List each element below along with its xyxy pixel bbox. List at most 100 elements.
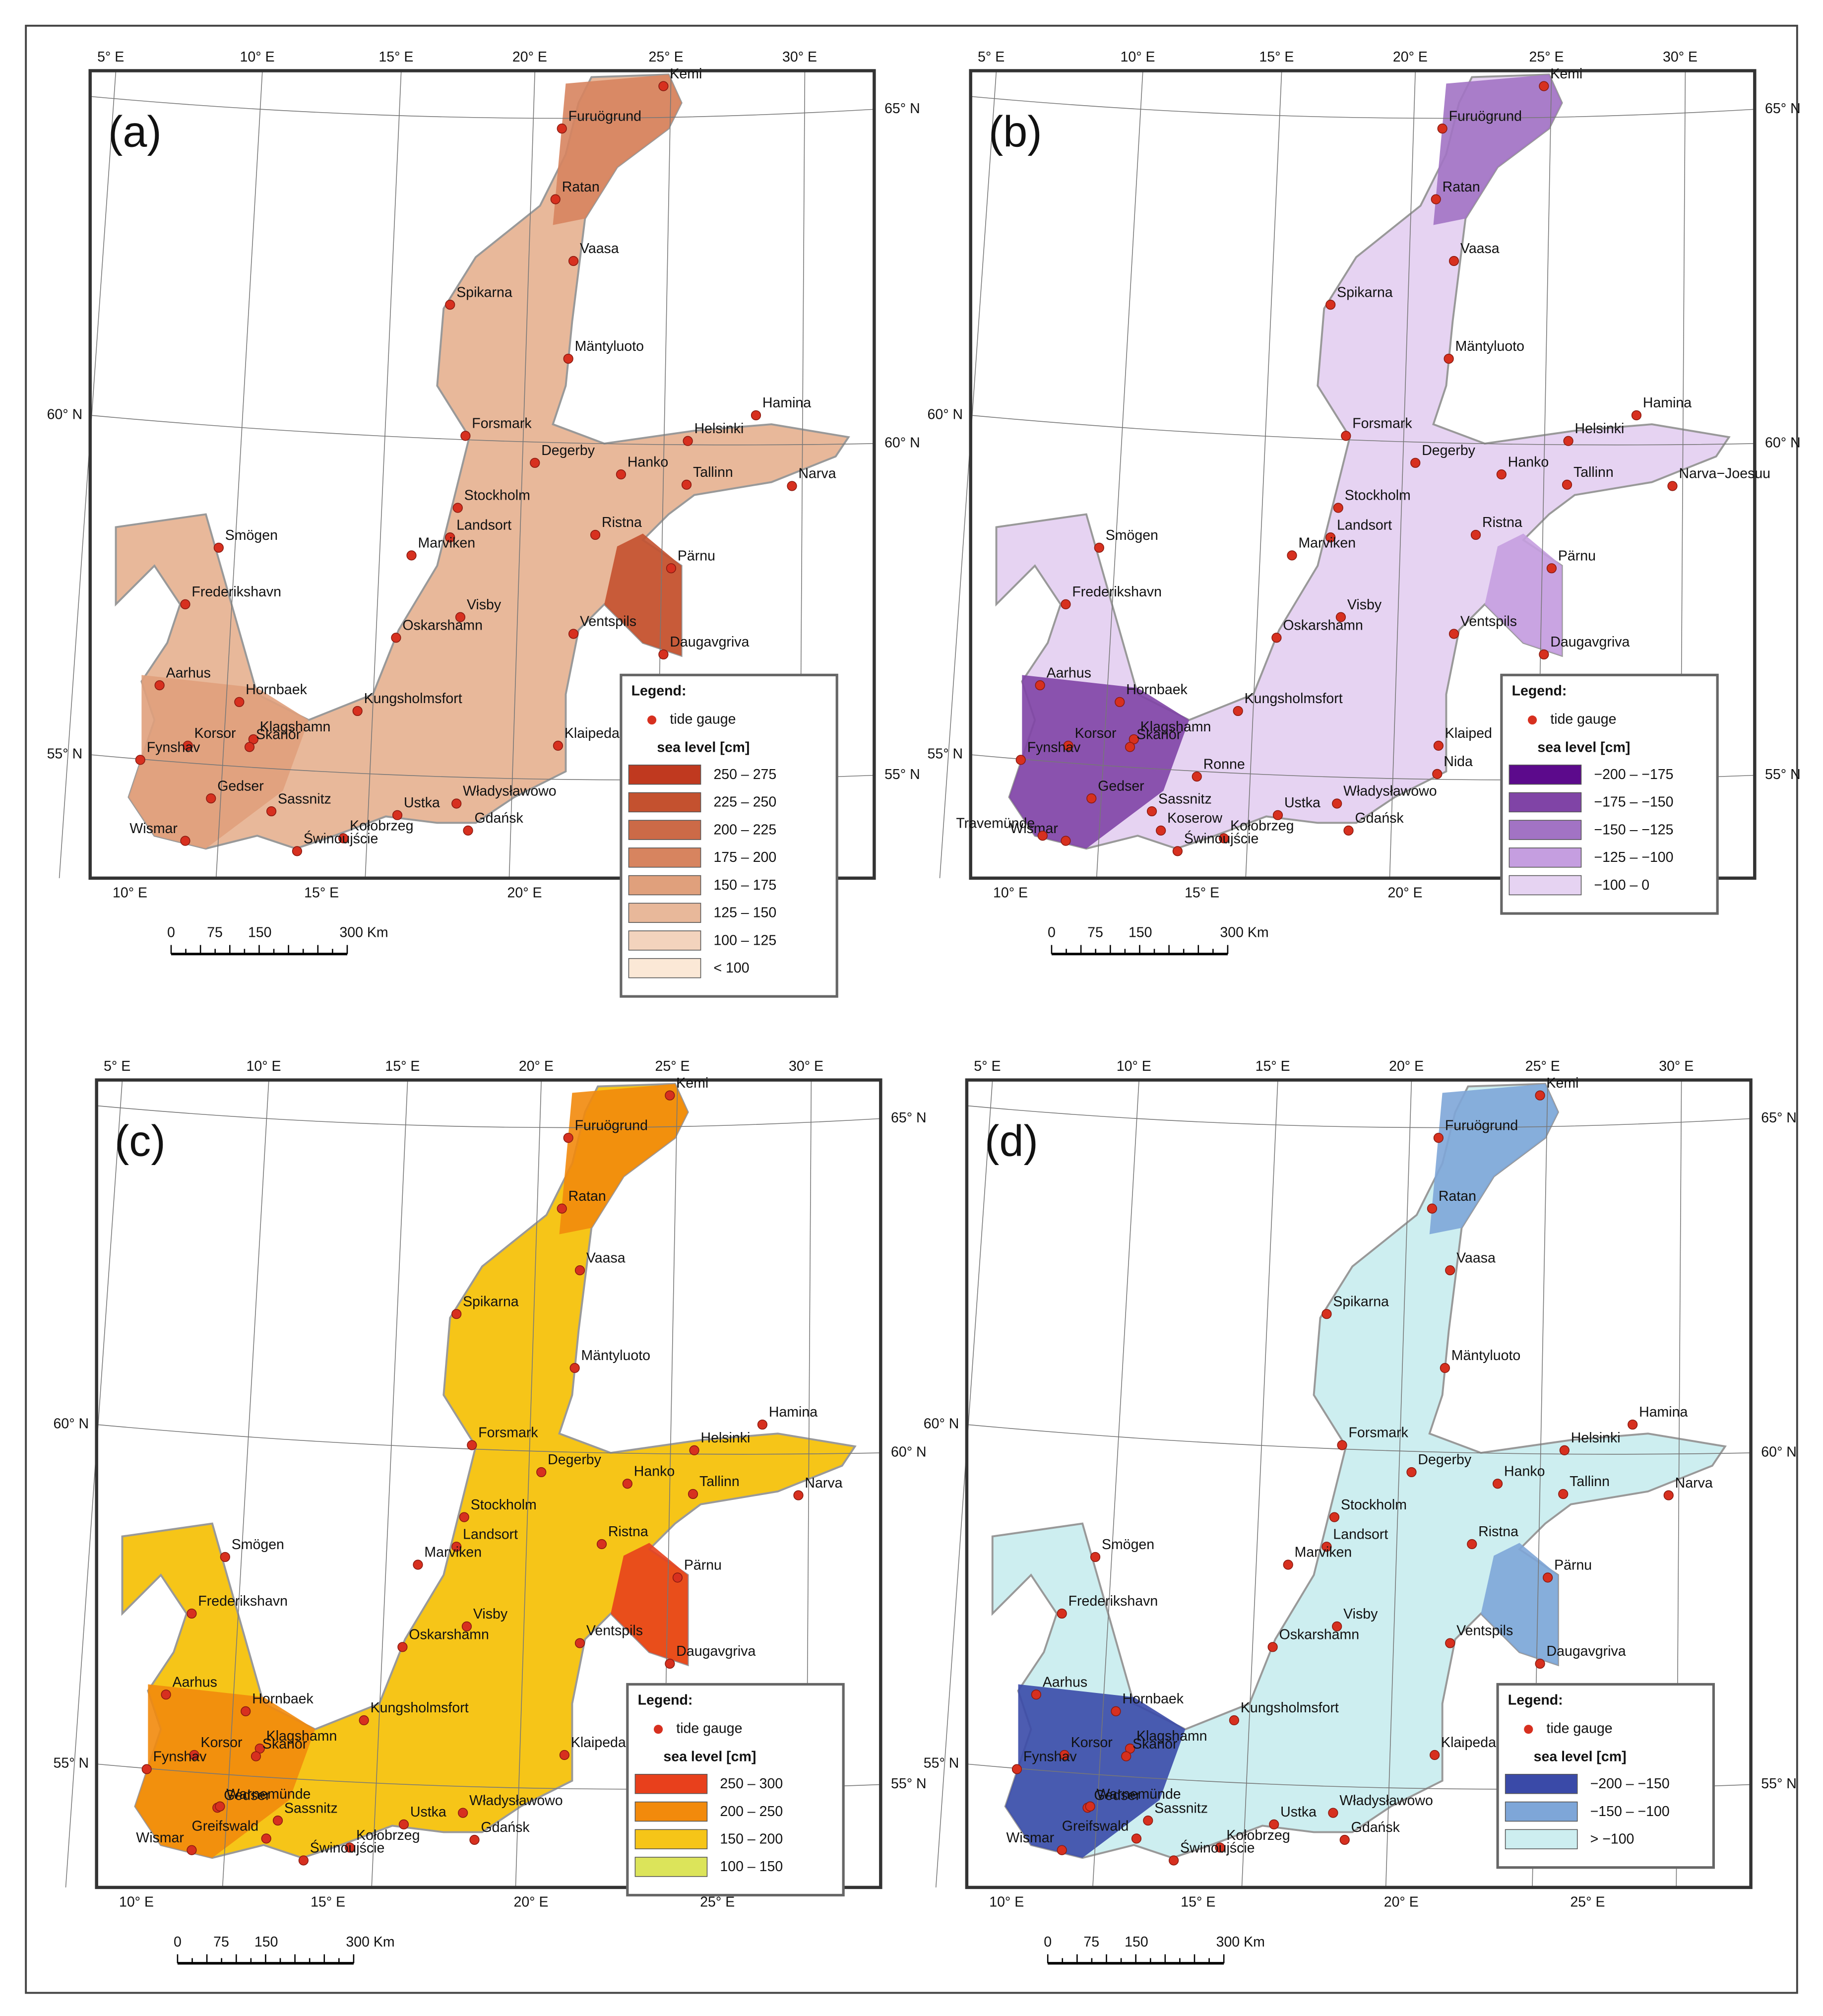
tide-gauge	[206, 793, 216, 804]
legend: Legend: tide gauge sea level [cm] 250 – 275…	[620, 673, 838, 998]
station-label: Aarhus	[1047, 665, 1091, 681]
station-label: Skanör	[256, 727, 301, 743]
lon-label: 20° E	[507, 885, 542, 901]
tide-gauge	[1343, 825, 1354, 836]
tide-gauge	[187, 1845, 197, 1855]
tide-gauge	[665, 1090, 675, 1101]
tide-gauge	[688, 1489, 698, 1499]
station-label: Smögen	[225, 527, 278, 543]
tide-gauge	[1115, 697, 1125, 707]
tide-gauge	[352, 706, 363, 716]
station-label: Kungsholmsfort	[364, 691, 462, 707]
tide-gauge	[451, 798, 462, 809]
station-label: Wismar	[1006, 1830, 1055, 1846]
tide-gauge	[1011, 1764, 1022, 1774]
tide-gauge	[1448, 629, 1459, 639]
lat-label: 55° N	[891, 1776, 927, 1792]
panel-label: (d)	[985, 1116, 1038, 1165]
panel: 5° E 10° E 15° E 20° E 25° E 30° E 60° N 55° N 6…	[924, 1058, 1797, 1965]
station-label: Stockholm	[471, 1497, 537, 1513]
tide-gauge	[1061, 599, 1071, 609]
legend-class: −200 – −175	[1594, 767, 1673, 782]
station-label: Sassnitz	[1154, 1800, 1208, 1816]
legend-swatch	[1505, 1801, 1578, 1822]
tide-gauge	[234, 697, 245, 707]
lat-label: 60° N	[1761, 1444, 1797, 1460]
station-label: Ristna	[1478, 1524, 1518, 1540]
station-label: Klaipeda	[565, 725, 620, 741]
tide-gauge	[681, 479, 692, 490]
station-label: Hamina	[762, 395, 811, 411]
legend-swatch	[628, 792, 701, 813]
station-label: Sassnitz	[1158, 791, 1212, 807]
lat-label: 65° N	[1765, 101, 1801, 117]
lon-label: 10° E	[240, 49, 275, 65]
station-label: Władysławowo	[1343, 783, 1437, 799]
legend-class: 200 – 225	[713, 822, 776, 838]
station-label: Świnoujście	[310, 1840, 385, 1856]
station-label: Narva	[1675, 1475, 1713, 1491]
legend-class: > −100	[1590, 1831, 1634, 1847]
lon-label: 10° E	[113, 885, 147, 901]
station-label: Ustka	[410, 1804, 446, 1820]
meridian	[65, 1080, 123, 1887]
tide-gauge	[616, 469, 626, 480]
tide-gauge	[1059, 1750, 1069, 1760]
map-frame	[88, 69, 876, 880]
lat-label: 55° N	[47, 746, 83, 762]
tide-gauge	[1339, 1834, 1350, 1845]
scale-label: 0	[1048, 925, 1056, 941]
tide-gauge	[1061, 836, 1071, 846]
legend-title: Legend:	[1512, 683, 1567, 699]
station-label: Kungsholmsfort	[1241, 1700, 1339, 1716]
tide-gauge	[1332, 798, 1342, 809]
tide-gauge	[1492, 1479, 1503, 1489]
tide-gauge	[458, 1808, 468, 1818]
sea-area	[995, 73, 1731, 850]
lon-label: 5° E	[104, 1058, 130, 1074]
station-label: Wismar	[136, 1830, 184, 1846]
station-label: Spikarna	[456, 284, 512, 300]
station-label: Hamina	[1639, 1404, 1688, 1420]
tide-gauge	[1085, 1801, 1095, 1812]
legend-unit: sea level [cm]	[1534, 1749, 1627, 1765]
tide-gauge	[1269, 1819, 1279, 1830]
tide-gauge	[461, 1621, 472, 1631]
station-label: Klagshamn	[266, 1728, 337, 1744]
legend-swatch	[628, 875, 701, 896]
station-label: Narva	[798, 466, 836, 482]
station-label: Ustka	[1280, 1804, 1317, 1820]
meridian	[371, 1080, 408, 1887]
scale-label: 300 Km	[346, 1934, 394, 1950]
station-label: Smögen	[1102, 1537, 1154, 1553]
lat-label: 55° N	[928, 746, 963, 762]
station-label: Furuögrund	[1449, 108, 1522, 124]
lon-label: 20° E	[1389, 1058, 1424, 1074]
tide-gauge	[557, 124, 567, 134]
tide-gauge	[1628, 1419, 1638, 1430]
station-label: Smögen	[1106, 527, 1158, 543]
meridian	[222, 1080, 269, 1887]
station-label: Ratan	[1439, 1188, 1476, 1204]
station-label: Vaasa	[586, 1250, 626, 1266]
station-label: Kołobrzeg	[1230, 818, 1294, 834]
station-label: Landsort	[463, 1526, 518, 1542]
tide-gauge	[1031, 1690, 1041, 1700]
tide-gauge	[1328, 1808, 1338, 1818]
tide-gauge	[665, 1658, 675, 1669]
panel-label: (b)	[989, 107, 1042, 156]
station-label: Fynshav	[1027, 740, 1081, 756]
legend-class: 225 – 250	[713, 794, 776, 810]
tide-gauge	[451, 1309, 462, 1319]
legend-swatch	[1509, 820, 1582, 840]
tide-gauge	[467, 1440, 477, 1450]
legend: Legend: tide gauge sea level [cm] −200 – −1…	[1496, 1683, 1715, 1869]
tide-gauge	[392, 810, 403, 820]
map-frame	[95, 1078, 882, 1889]
lon-label: 15° E	[1181, 1894, 1215, 1910]
station-label: Greifswald	[192, 1819, 259, 1834]
tide-gauge	[1433, 1133, 1444, 1143]
station-label: Warnemünde	[1097, 1786, 1181, 1802]
lat-label: 65° N	[884, 101, 920, 117]
